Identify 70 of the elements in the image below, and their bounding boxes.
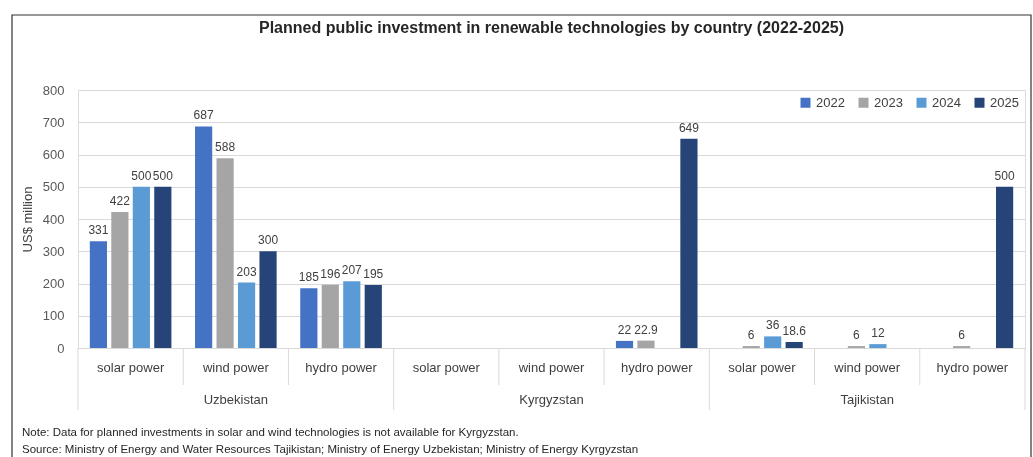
data-label: 196 [320,266,341,281]
bar [637,340,655,348]
data-label: 588 [215,140,236,155]
data-label: 12 [871,326,885,341]
data-label: 687 [193,108,214,123]
data-label: 422 [109,193,131,208]
bar [869,344,887,348]
x-tick-label: wind power [833,359,901,375]
legend-label: 2023 [874,94,903,110]
data-label: 6 [958,328,966,343]
data-label: 500 [152,168,174,183]
bar [364,285,382,348]
y-tick-label: 300 [42,243,65,259]
x-tick-label: wind power [201,359,270,375]
y-tick-label: 0 [57,340,65,356]
data-label: 18.6 [782,324,807,338]
text: Note: Data for planned investments in solar and wind technologies is not available for Kyrgyzstan. [22,426,519,438]
source-note: Source: Ministry of Energy and Water Resources Tajikistan; Ministry of Energy Uzbekistan; Ministry of Energy Kyrgyzstan [22,443,639,455]
bar [615,340,634,348]
bar [785,342,803,348]
data-label: 500 [131,168,152,183]
data-label: 22 [617,322,632,337]
x-tick-label: solar power [97,359,165,375]
data-label: 207 [341,263,363,278]
bar [195,126,213,348]
data-label: 6 [747,328,755,343]
x-tick-label: hydro power [620,359,694,375]
bar [764,336,782,348]
bar [132,186,150,348]
y-tick-label: 600 [42,147,65,162]
data-label: 203 [236,264,257,279]
y-tick-label: 500 [42,179,65,195]
bar [300,288,318,348]
chart-title: Planned public investment in renewable technologies by country (2022-2025) [258,19,845,37]
bar [343,281,361,348]
bar [321,284,339,348]
y-tick-label: 200 [42,276,65,291]
y-tick-label: 100 [42,308,65,324]
data-label: 22.9 [634,322,658,337]
data-label: 185 [298,270,320,285]
bar [259,251,277,348]
text: Kyrgyzstan [519,392,584,407]
bar [680,138,698,348]
data-label: 331 [88,223,109,238]
text: Tajikistan [840,392,894,407]
y-tick-label: 400 [42,211,65,227]
legend-label: 2022 [816,94,845,110]
data-label: 36 [766,318,780,333]
x-tick-label: solar power [728,359,797,375]
data-label: 300 [258,233,279,248]
y-tick-label: 700 [42,114,65,130]
data-label: 195 [363,267,384,282]
bar [996,186,1014,348]
legend-label: 2025 [990,94,1019,110]
data-label: 649 [678,120,700,135]
data-label: 500 [994,168,1015,183]
legend-label: 2024 [932,94,961,110]
data-label: 6 [853,328,861,343]
y-tick-label: 800 [42,82,65,98]
bar [216,158,234,348]
bar [154,186,172,348]
x-tick-label: solar power [412,359,481,375]
x-tick-label: hydro power [936,359,1009,375]
x-tick-label: wind power [517,359,586,375]
text: Uzbekistan [203,392,268,407]
bar [89,241,107,348]
x-tick-label: hydro power [305,359,378,375]
y-axis-title: US$ million [19,186,35,253]
bar [237,282,256,348]
bar [111,211,129,348]
